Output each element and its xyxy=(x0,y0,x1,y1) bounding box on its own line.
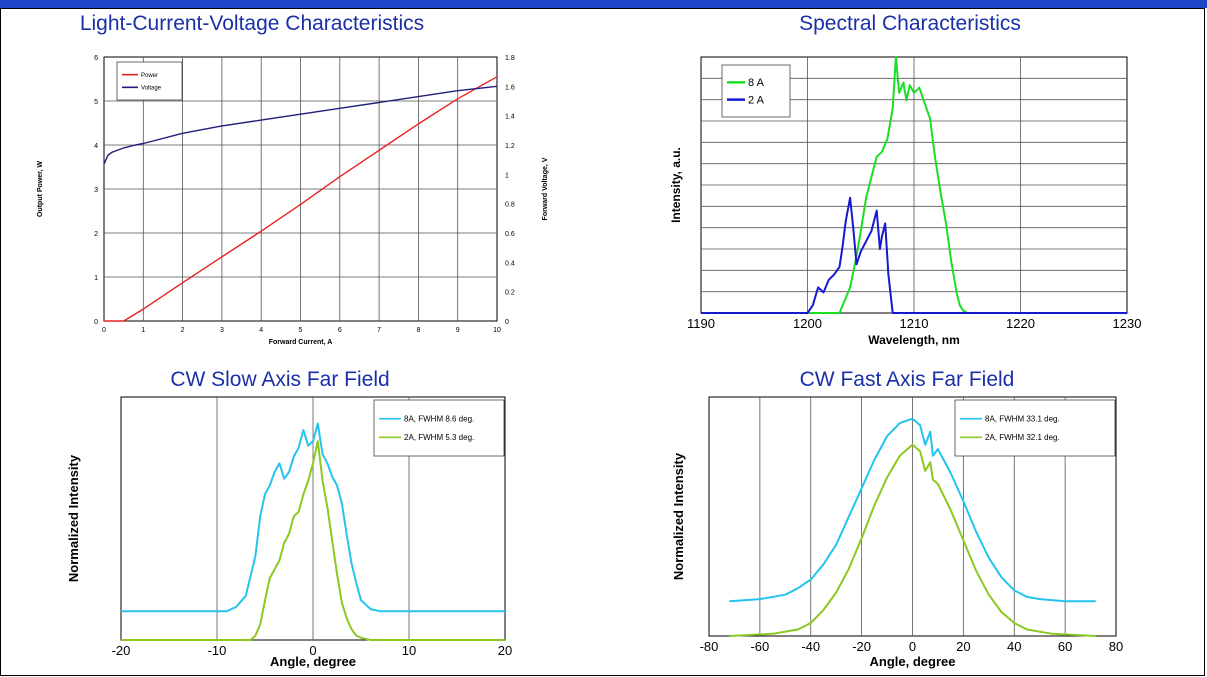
x-tick-label: -20 xyxy=(112,643,131,658)
y-tick-label: 4 xyxy=(94,143,98,150)
chart-title-fast-axis: CW Fast Axis Far Field xyxy=(799,368,1015,391)
chart-title-spectral: Spectral Characteristics xyxy=(799,12,1021,35)
x-tick-label: 10 xyxy=(493,327,501,334)
x-tick-label: -40 xyxy=(801,639,820,654)
y2-tick-label: 1.6 xyxy=(505,84,515,91)
legend-label: 2 A xyxy=(748,95,765,107)
y-axis-label: Intensity, a.u. xyxy=(669,147,683,223)
legend-label: 2A, FWHM 32.1 deg. xyxy=(985,433,1060,442)
top-banner xyxy=(0,0,1207,8)
x-tick-label: 1 xyxy=(141,327,145,334)
chart-spec: 1190 1200 1210 1220 1230 Wavelength, nm Intens… xyxy=(669,56,1142,347)
legend: 8A, FWHM 8.6 deg. 2A, FWHM 5.3 deg. xyxy=(373,399,505,457)
x-tick-label: 9 xyxy=(456,327,460,334)
chart-slow: -20 -10 0 10 20 Angle, degree Normalized Inten… xyxy=(66,396,512,669)
chart-title-slow-axis: CW Slow Axis Far Field xyxy=(170,368,390,391)
x-tick-label: -20 xyxy=(852,639,871,654)
legend-box xyxy=(954,399,1116,457)
y2-axis-label: Forward Voltage, V xyxy=(542,157,549,220)
legend: 8A, FWHM 33.1 deg. 2A, FWHM 32.1 deg. xyxy=(954,399,1116,457)
x-axis-label: Angle, degree xyxy=(270,654,356,669)
x-tick-label: 4 xyxy=(259,327,263,334)
x-tick-label: 1200 xyxy=(793,316,822,331)
x-tick-label: 1220 xyxy=(1006,316,1035,331)
y-tick-label: 1 xyxy=(94,275,98,282)
chart-fast: -80 -60 -40 -20 0 20 40 60 80 Angle, degree Normal… xyxy=(671,396,1123,669)
x-tick-label: 0 xyxy=(909,639,916,654)
series-line-2-a xyxy=(701,196,1127,314)
legend-box xyxy=(116,61,183,101)
x-tick-label: 1190 xyxy=(687,316,715,331)
x-tick-label: -80 xyxy=(700,639,719,654)
legend-label: 8A, FWHM 8.6 deg. xyxy=(404,414,474,423)
series-line-voltage xyxy=(103,85,498,165)
y2-tick-label: 0 xyxy=(505,319,509,326)
y-tick-label: 2 xyxy=(94,231,98,238)
x-axis-label: Forward Current, A xyxy=(269,339,333,346)
x-axis-label: Wavelength, nm xyxy=(868,333,960,347)
legend-label: Voltage xyxy=(141,85,162,91)
y-tick-label: 0 xyxy=(94,319,98,326)
series-line-2a-fwhm-5-3-deg- xyxy=(121,440,505,641)
y2-tick-label: 0.4 xyxy=(505,260,515,267)
y-tick-label: 6 xyxy=(94,55,98,62)
x-tick-label: 60 xyxy=(1058,639,1072,654)
y2-tick-label: 1.2 xyxy=(505,143,515,150)
x-tick-label: 7 xyxy=(377,327,381,334)
x-tick-label: 0 xyxy=(102,327,106,334)
y2-tick-label: 1 xyxy=(505,172,509,179)
series-line-power xyxy=(104,76,498,322)
x-tick-label: 20 xyxy=(956,639,970,654)
legend-box xyxy=(373,399,505,457)
y2-tick-label: 1.8 xyxy=(505,55,515,62)
series-line-8-a xyxy=(701,56,1127,314)
x-tick-label: -60 xyxy=(750,639,769,654)
x-tick-label: 20 xyxy=(498,643,512,658)
legend-box xyxy=(721,64,791,118)
y2-tick-label: 0.6 xyxy=(505,231,515,238)
legend-label: Power xyxy=(141,73,158,79)
x-tick-label: -10 xyxy=(208,643,227,658)
x-tick-label: 0 xyxy=(309,643,316,658)
x-tick-label: 2 xyxy=(181,327,185,334)
x-axis-label: Angle, degree xyxy=(870,654,956,669)
legend-label: 8A, FWHM 33.1 deg. xyxy=(985,414,1060,423)
x-tick-label: 80 xyxy=(1109,639,1123,654)
panel-frame xyxy=(0,8,1205,676)
legend: 8 A 2 A xyxy=(721,64,791,118)
y-axis-label: Normalized Intensity xyxy=(66,454,81,582)
chart-title-liv: Light-Current-Voltage Characteristics xyxy=(79,12,425,35)
x-tick-label: 8 xyxy=(416,327,420,334)
x-tick-label: 3 xyxy=(220,327,224,334)
x-tick-label: 5 xyxy=(299,327,303,334)
x-tick-label: 6 xyxy=(338,327,342,334)
y-tick-label: 5 xyxy=(94,99,98,106)
y2-tick-label: 1.4 xyxy=(505,114,515,121)
x-tick-label: 1210 xyxy=(900,316,929,331)
y-axis-label: Normalized Intensity xyxy=(671,452,686,580)
legend-label: 2A, FWHM 5.3 deg. xyxy=(404,433,474,442)
series-line-2a-fwhm-32-1-deg- xyxy=(729,443,1096,637)
x-tick-label: 10 xyxy=(402,643,416,658)
y-axis-label: Output Power, W xyxy=(37,161,44,217)
legend-label: 8 A xyxy=(748,77,765,89)
chart-liv: 0 1 2 3 4 5 6 7 8 9 10 0 1 2 3 4 5 6 0 0.2 0.4 0.6 0.8 1 1.2 1.4 1… xyxy=(37,55,549,346)
y-tick-label: 3 xyxy=(94,187,98,194)
y2-tick-label: 0.2 xyxy=(505,290,515,297)
y2-tick-label: 0.8 xyxy=(505,202,515,209)
legend: Power Voltage xyxy=(116,61,183,101)
series-line-8a-fwhm-8-6-deg- xyxy=(121,422,505,613)
series-line-8a-fwhm-33-1-deg- xyxy=(729,417,1096,603)
x-tick-label: 40 xyxy=(1007,639,1021,654)
x-tick-label: 1230 xyxy=(1113,316,1142,331)
